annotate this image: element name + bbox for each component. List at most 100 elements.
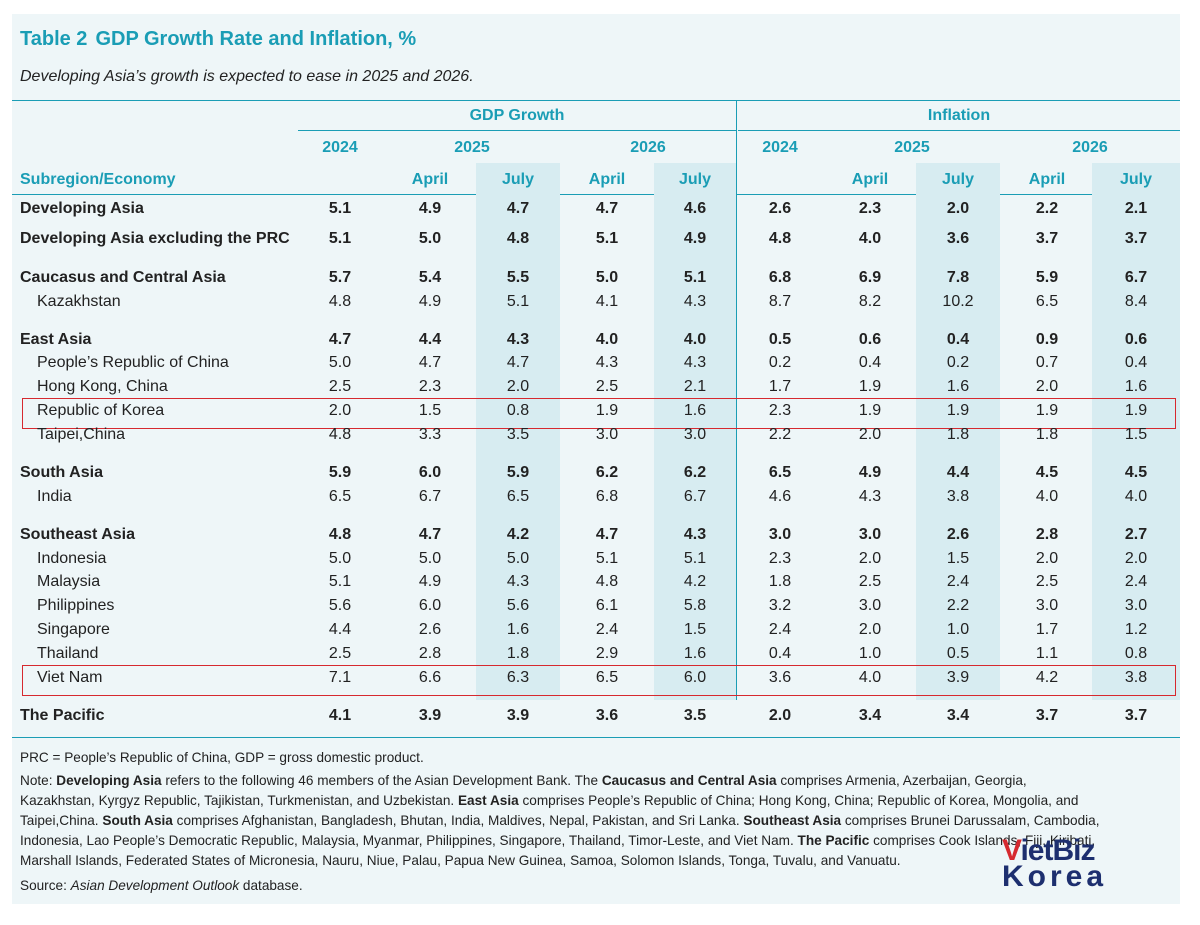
table-cell: 3.0 [595,426,619,443]
table-cell: 4.7 [328,331,352,348]
table-cell: 1.9 [858,378,882,395]
table-cell: 4.0 [1035,488,1059,505]
table-cell: 1.6 [506,621,530,638]
note-text-1: refers to the following 46 members of th… [161,773,602,788]
table-cell: 2.8 [1035,526,1059,543]
table-cell: 5.0 [328,354,352,371]
table-cell: 3.0 [858,526,882,543]
table-cell: 5.1 [328,573,352,590]
table-cell: 2.0 [768,707,792,724]
table-cell: 3.0 [683,426,707,443]
table-cell: 4.7 [595,200,619,217]
table-cell: 2.1 [683,378,707,395]
table-cell: 2.3 [768,402,792,419]
table-cell: 4.7 [418,354,442,371]
table-cell: 1.0 [858,645,882,662]
table-cell: 4.3 [683,526,707,543]
note-the-pacific: The Pacific [797,833,870,848]
header-inf-2025: 2025 [894,139,930,156]
table-cell: 2.4 [595,621,619,638]
table-row: Kazakhstan 4.8 4.9 5.1 4.1 4.3 8.7 8.2 10.2 6.5 8.… [0,293,1200,315]
table-cell: 1.6 [683,402,707,419]
table-cell: 6.2 [595,464,619,481]
table-cell: 1.8 [946,426,970,443]
row-label: Viet Nam [37,669,103,686]
table-cell: 0.4 [768,645,792,662]
bottom-rule [12,737,1180,738]
table-cell: 0.6 [1124,331,1148,348]
table-cell: 5.0 [595,269,619,286]
vietbiz-korea-logo: VietBiz Korea [1002,836,1107,892]
table-cell: 4.8 [506,230,530,247]
table-cell: 3.2 [768,597,792,614]
top-rule [12,100,1180,101]
table-cell: 2.6 [946,526,970,543]
table-cell: 3.7 [1124,230,1148,247]
table-cell: 4.2 [683,573,707,590]
table-cell: 1.9 [595,402,619,419]
table-row: Taipei,China 4.8 3.3 3.5 3.0 3.0 2.2 2.0 1.8 1.8 1… [0,426,1200,448]
table-cell: 0.9 [1035,331,1059,348]
table-cell: 5.6 [328,597,352,614]
table-cell: 3.7 [1035,707,1059,724]
group-divider [736,100,737,700]
table-cell: 0.7 [1035,354,1059,371]
table-cell: 2.0 [1035,378,1059,395]
table-title-text: GDP Growth Rate and Inflation, % [95,28,417,50]
table-cell: 1.8 [506,645,530,662]
table-cell: 3.0 [1035,597,1059,614]
table-cell: 3.7 [1124,707,1148,724]
table-cell: 4.1 [595,293,619,310]
table-cell: 4.0 [595,331,619,348]
table-cell: 2.0 [858,621,882,638]
footnote-note-line-4: Indonesia, Lao People’s Democratic Repub… [20,831,1095,851]
header-gdp-2025-april: April [411,171,449,188]
table-cell: 1.9 [1124,402,1148,419]
table-row: India 6.5 6.7 6.5 6.8 6.7 4.6 4.3 3.8 4.0 4.0 [0,488,1200,510]
table-cell: 1.5 [946,550,970,567]
table-cell: 4.0 [1124,488,1148,505]
table-cell: 6.1 [595,597,619,614]
row-label: The Pacific [20,707,105,724]
table-cell: 6.0 [418,464,442,481]
table-cell: 5.1 [328,230,352,247]
header-gdp-2024: 2024 [322,139,358,156]
table-cell: 5.1 [683,550,707,567]
table-cell: 4.9 [418,200,442,217]
table-cell: 2.3 [418,378,442,395]
table-cell: 2.5 [858,573,882,590]
table-cell: 5.0 [418,230,442,247]
table-cell: 5.8 [683,597,707,614]
table-cell: 4.7 [418,526,442,543]
table-cell: 4.8 [328,293,352,310]
table-cell: 4.0 [683,331,707,348]
note-prefix: Note: [20,773,57,788]
table-cell: 4.9 [858,464,882,481]
header-gdp-growth: GDP Growth [469,107,565,124]
table-cell: 4.7 [506,354,530,371]
table-cell: 3.0 [1124,597,1148,614]
table-row: Hong Kong, China 2.5 2.3 2.0 2.5 2.1 1.7 1.9 1.6… [0,378,1200,400]
table-cell: 2.7 [1124,526,1148,543]
table-cell: 1.9 [1035,402,1059,419]
table-row: Philippines 5.6 6.0 5.6 6.1 5.8 3.2 3.0 2.2 3.0 3.… [0,597,1200,619]
note-east-asia: East Asia [457,793,519,808]
table-cell: 4.9 [683,230,707,247]
table-cell: 0.5 [946,645,970,662]
table-cell: 3.9 [418,707,442,724]
table-cell: 1.9 [946,402,970,419]
header-gdp-2025-july: July [501,171,534,188]
note-text-4: comprises People’s Republic of China; Ho… [518,793,1079,808]
header-inf-2024: 2024 [762,139,798,156]
table-cell: 4.9 [418,573,442,590]
table-cell: 1.7 [1035,621,1059,638]
table-cell: 5.6 [506,597,530,614]
table-cell: 4.3 [683,293,707,310]
table-cell: 4.1 [328,707,352,724]
row-label: Thailand [37,645,99,662]
table-cell: 4.8 [328,526,352,543]
table-cell: 2.1 [1124,200,1148,217]
table-cell: 4.5 [1124,464,1148,481]
table-cell: 4.9 [418,293,442,310]
table-cell: 2.0 [1124,550,1148,567]
